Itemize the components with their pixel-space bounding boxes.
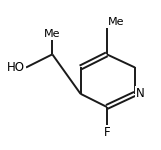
Text: Me: Me	[108, 17, 124, 27]
Text: Me: Me	[44, 29, 61, 39]
Text: N: N	[136, 87, 145, 100]
Text: HO: HO	[7, 61, 25, 74]
Text: F: F	[104, 126, 110, 139]
